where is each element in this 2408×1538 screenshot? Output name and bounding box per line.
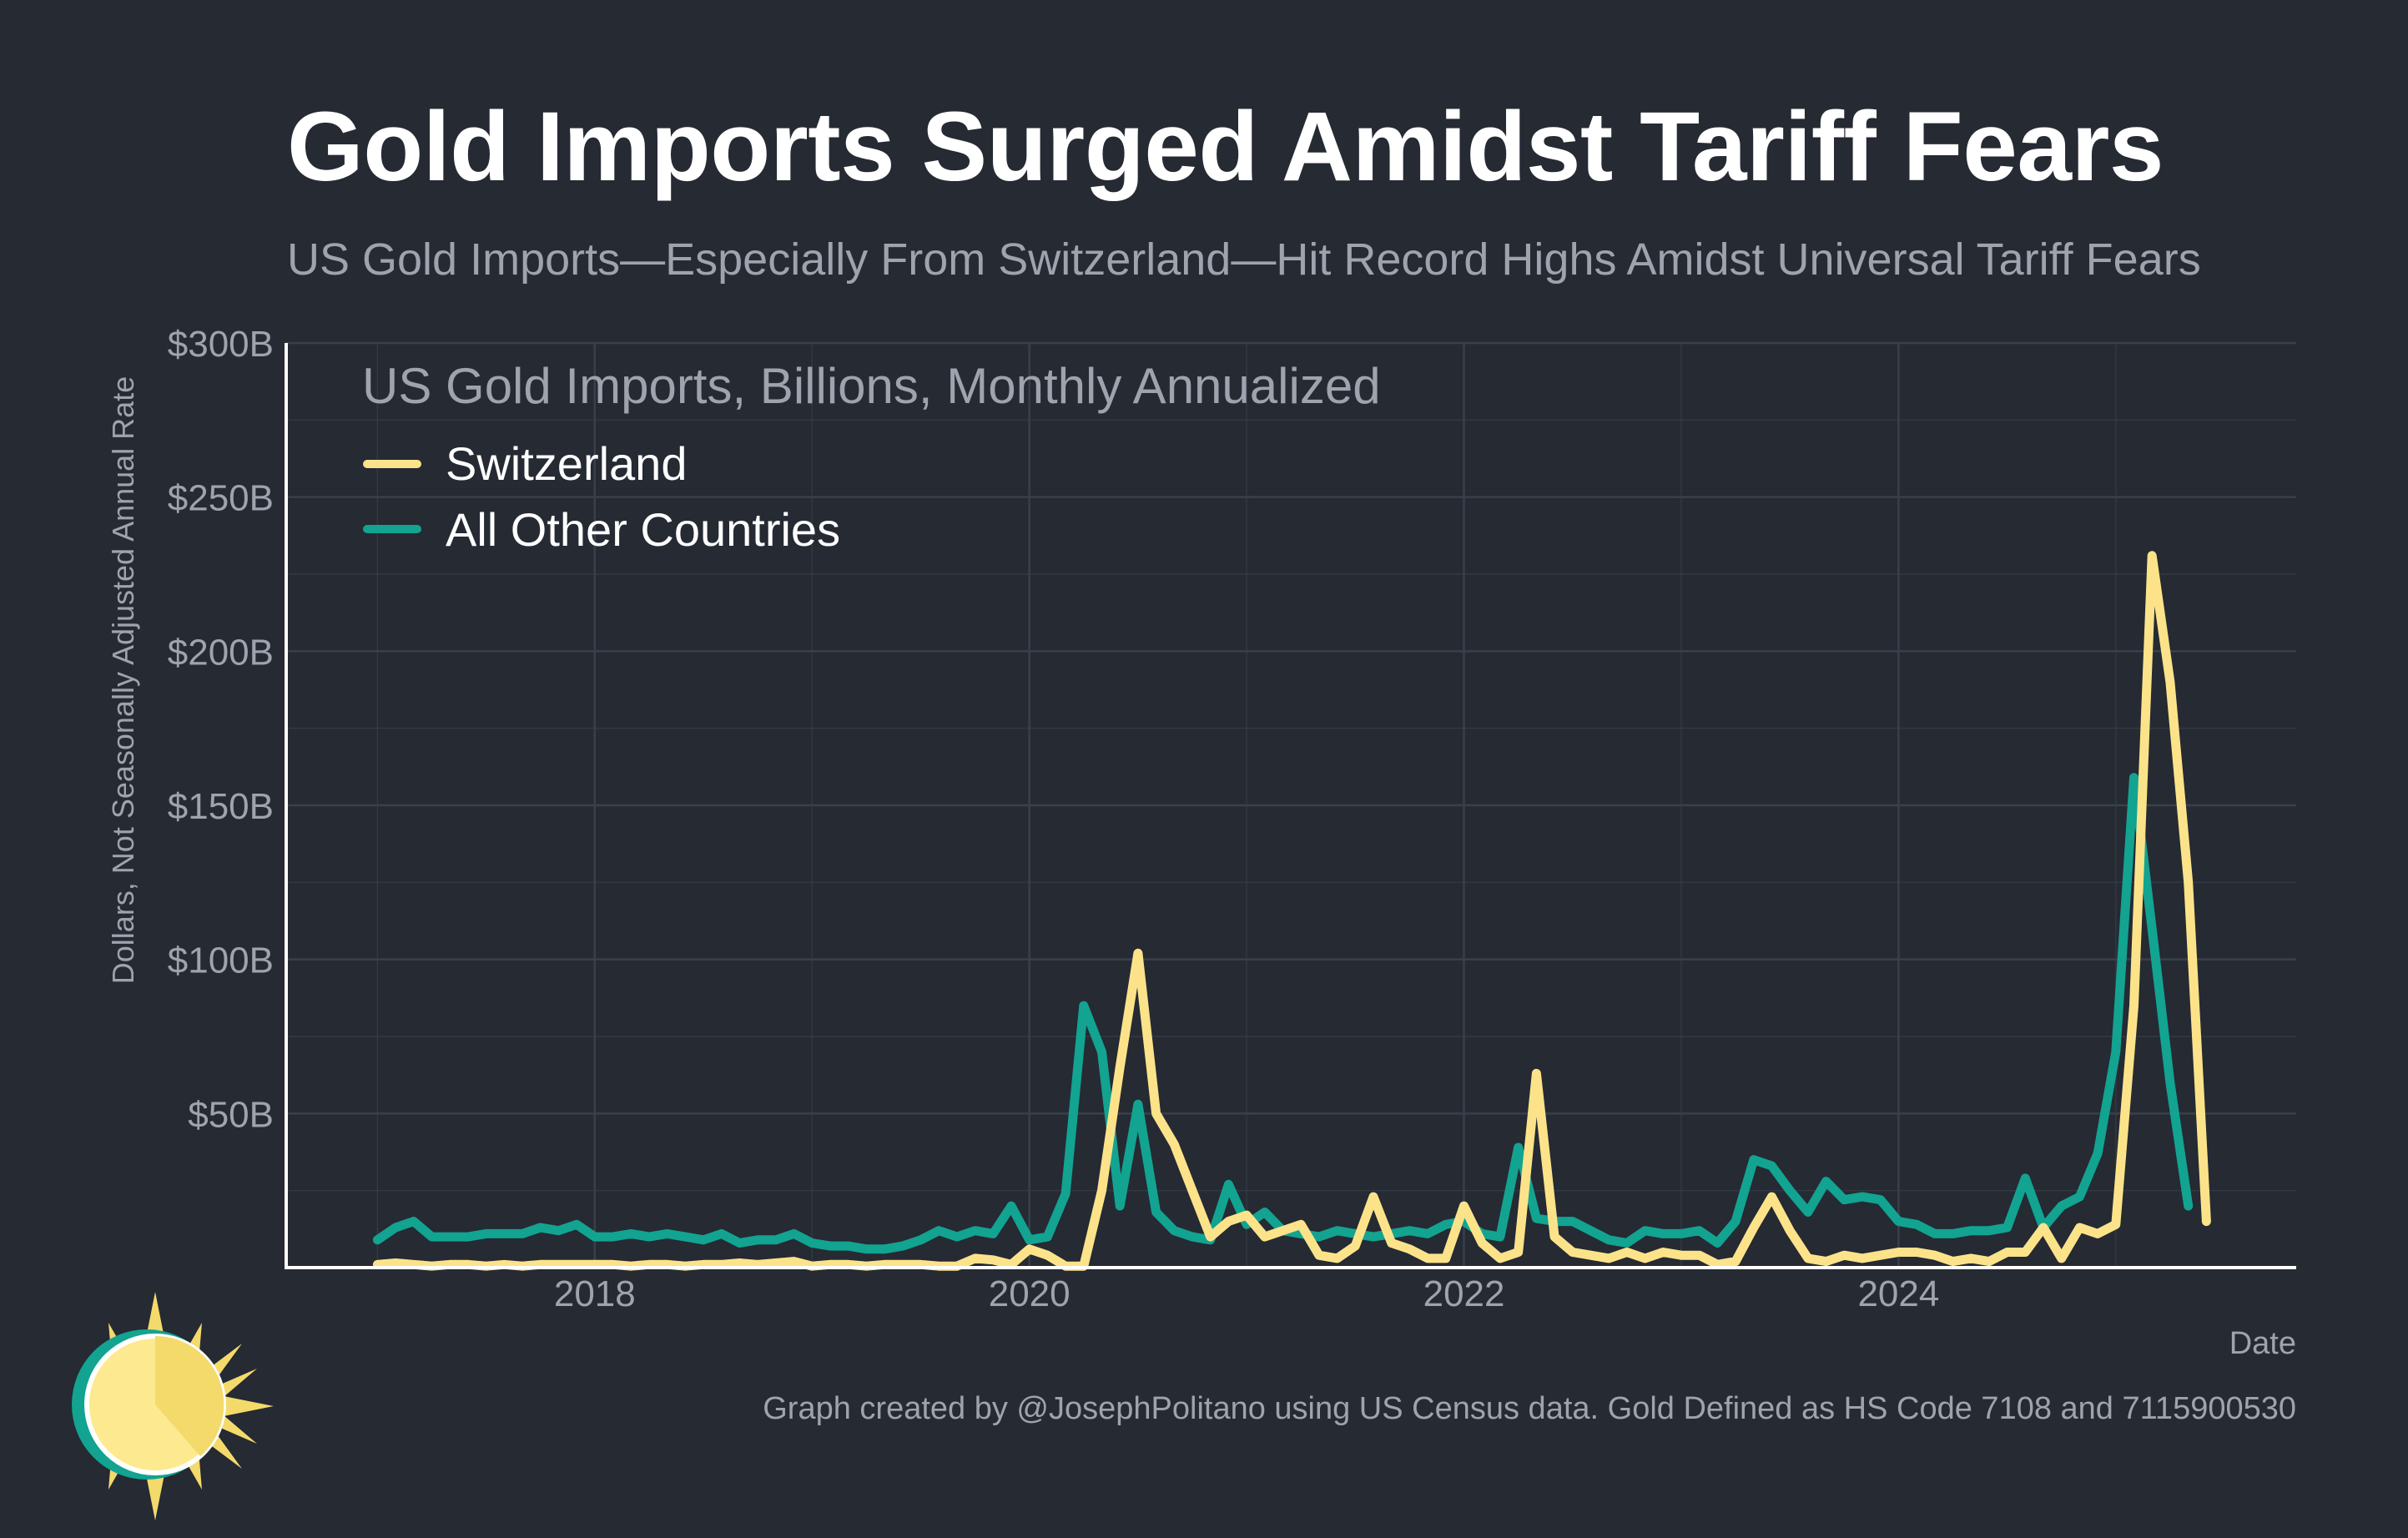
x-tick-label-2022: 2022 [1423, 1273, 1505, 1314]
series-lines [372, 551, 2211, 1271]
y-tick-label-300: $300B [168, 324, 274, 365]
y-tick-label-200: $200B [168, 632, 274, 673]
y-tick-label-100: $100B [168, 940, 274, 981]
x-tick-labels: 2018 2020 2022 2024 [554, 1273, 1939, 1314]
y-tick-label-250: $250B [168, 478, 274, 519]
chart-title: Gold Imports Surged Amidst Tariff Fears [287, 92, 2164, 202]
legend: Switzerland All Other Countries [363, 437, 840, 556]
y-tick-label-50: $50B [188, 1094, 274, 1135]
plot-label: US Gold Imports, Billions, Monthly Annua… [362, 358, 1381, 414]
credit-text: Graph created by @JosephPolitano using U… [763, 1391, 2296, 1426]
x-tick-label-2024: 2024 [1857, 1273, 1939, 1314]
chart-subtitle: US Gold Imports—Especially From Switzerl… [287, 234, 2201, 285]
gridlines [286, 341, 2296, 1268]
legend-label-other: All Other Countries [446, 503, 840, 556]
x-tick-label-2020: 2020 [989, 1273, 1071, 1314]
y-axis-label: Dollars, Not Seasonally Adjusted Annual … [106, 376, 140, 984]
sun-logo [72, 1292, 274, 1520]
series-line-all-other-countries [372, 773, 2194, 1254]
y-tick-label-150: $150B [168, 786, 274, 827]
legend-label-switzerland: Switzerland [446, 437, 687, 490]
sun-shade [155, 1335, 224, 1456]
x-axis-label: Date [2229, 1326, 2296, 1361]
series-line-switzerland [372, 551, 2211, 1271]
x-tick-label-2018: 2018 [554, 1273, 636, 1314]
y-tick-labels: $50B $100B $150B $200B $250B $300B [168, 324, 274, 1135]
